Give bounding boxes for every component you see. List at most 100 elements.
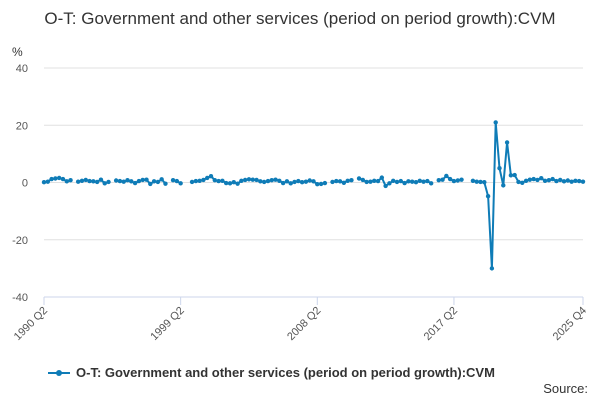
data-point (208, 174, 214, 179)
y-tick-label: 20 (16, 120, 28, 132)
data-point (539, 176, 544, 181)
legend-swatch (48, 368, 70, 378)
data-point (121, 179, 126, 184)
data-point (356, 176, 362, 181)
data-point (125, 178, 130, 183)
data-point (409, 179, 415, 184)
data-point (239, 178, 244, 183)
data-point (383, 183, 388, 189)
data-point (231, 180, 236, 185)
data-point (428, 181, 434, 186)
data-point (277, 178, 282, 183)
data-point (280, 180, 286, 186)
data-point (288, 181, 293, 186)
data-point (394, 179, 400, 185)
data-point (170, 178, 176, 183)
data-point (197, 178, 202, 183)
data-point (117, 178, 123, 184)
data-point (504, 140, 510, 145)
x-tick-label: 1990 Q2 (12, 305, 50, 343)
data-point (417, 178, 422, 183)
data-point (489, 266, 495, 271)
data-point (322, 180, 328, 186)
data-point (178, 181, 183, 186)
data-point (580, 179, 586, 184)
data-point (79, 178, 85, 183)
data-point (102, 181, 107, 186)
data-point (53, 176, 58, 181)
data-point (413, 180, 419, 185)
data-point (485, 194, 491, 199)
y-tick-label: -40 (12, 292, 28, 304)
data-point (482, 180, 487, 185)
data-point (205, 175, 210, 181)
data-point (523, 178, 529, 183)
data-point (292, 179, 297, 185)
data-point (246, 177, 252, 182)
data-point (201, 177, 206, 183)
data-point (577, 178, 582, 184)
data-point (315, 182, 320, 187)
data-point (45, 179, 50, 184)
data-point (159, 177, 164, 182)
data-point (235, 181, 240, 186)
data-point (349, 178, 354, 183)
data-point (163, 181, 168, 186)
data-point (227, 181, 233, 186)
data-point (216, 178, 221, 184)
data-point (223, 180, 229, 186)
data-point (459, 177, 464, 182)
data-point (470, 178, 476, 183)
data-point (550, 176, 555, 182)
data-point (144, 177, 149, 182)
data-point (493, 120, 498, 125)
data-point (273, 177, 278, 182)
data-point (520, 180, 525, 185)
data-point (269, 178, 274, 183)
data-point (299, 180, 305, 185)
data-point (151, 179, 157, 184)
data-point (64, 179, 69, 184)
data-point (542, 178, 548, 183)
data-point (501, 183, 506, 188)
data-point (193, 178, 199, 184)
data-point (56, 175, 62, 181)
data-point (242, 177, 248, 183)
x-tick-label: 2025 Q4 (551, 305, 589, 343)
data-point (132, 180, 138, 186)
data-point (265, 178, 271, 184)
data-point (561, 179, 567, 184)
data-point (261, 179, 267, 185)
data-point (341, 180, 347, 185)
data-point (425, 178, 430, 184)
data-point (83, 177, 88, 183)
data-point (140, 177, 145, 183)
y-tick-label: -20 (12, 235, 28, 247)
data-point (364, 179, 369, 185)
chart-title: O-T: Government and other services (peri… (44, 9, 556, 28)
data-point (447, 176, 453, 182)
data-point (508, 173, 514, 178)
x-tick-label: 2017 Q2 (422, 305, 460, 343)
data-point (334, 178, 339, 184)
data-point (512, 172, 517, 178)
data-point (444, 173, 449, 179)
data-point (212, 178, 218, 183)
x-tick-label: 2008 Q2 (285, 305, 323, 343)
data-point (565, 178, 571, 183)
data-point (573, 178, 578, 183)
data-point (49, 176, 54, 182)
data-point (375, 178, 381, 184)
data-point (106, 179, 111, 185)
data-point (558, 177, 563, 183)
data-point (68, 178, 73, 183)
data-point (535, 177, 540, 183)
legend: O-T: Government and other services (peri… (48, 365, 495, 380)
data-point (98, 177, 104, 182)
data-point (311, 179, 316, 184)
data-point (318, 181, 324, 187)
data-point (148, 181, 153, 187)
data-point (307, 178, 312, 183)
data-point (516, 179, 521, 185)
